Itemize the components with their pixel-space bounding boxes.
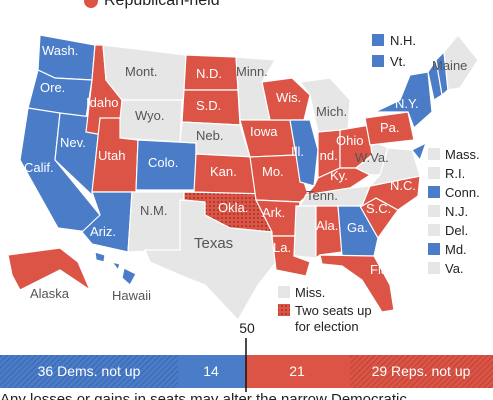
state-label: Ky. — [330, 168, 348, 183]
bar-label: 14 — [203, 363, 219, 379]
state-label: S.C. — [366, 201, 391, 216]
state-label: Wis. — [276, 90, 301, 105]
state-label: Texas — [194, 235, 233, 252]
state-label: Idaho — [86, 95, 119, 110]
key-label: Two seats up — [295, 303, 372, 318]
state-label: N.M. — [140, 203, 167, 218]
state-label: Maine — [432, 58, 467, 73]
key-label: Del. — [445, 223, 468, 238]
state-labels: Wash. Ore. Calif. Nev. Idaho Mont. Wyo. … — [24, 43, 467, 303]
state-label: Tenn. — [306, 188, 338, 203]
state-label: Minn. — [236, 64, 268, 79]
state-label: Colo. — [148, 155, 178, 170]
note: Any losses or gains in seats may alter t… — [0, 391, 407, 400]
seat-bar: 36 Dems. not up 14 21 29 Reps. not up 50 — [0, 320, 493, 392]
bar-label: 29 Reps. not up — [372, 363, 471, 379]
state-label: Alaska — [30, 286, 70, 301]
states — [7, 34, 479, 322]
state-label: Utah — [98, 148, 125, 163]
state-label: Ga. — [347, 220, 368, 235]
state-label: N.C. — [390, 178, 416, 193]
key-label: N.H. — [390, 33, 416, 48]
state-label: Ark. — [262, 205, 285, 220]
state-label: Hawaii — [112, 288, 151, 303]
state-label: Ariz. — [90, 224, 116, 239]
key-label: for election — [295, 319, 359, 334]
bar-segment — [0, 355, 178, 388]
key-label: N.J. — [445, 204, 468, 219]
state-label: N.D. — [196, 66, 222, 81]
state-label: Calif. — [24, 160, 54, 175]
key-label: Va. — [445, 261, 464, 276]
state-label: Neb. — [196, 128, 223, 143]
legend-label: Republican-held — [104, 0, 220, 9]
state-label: Kan. — [210, 164, 237, 179]
state-label: Ohio — [336, 133, 363, 148]
key-label: Miss. — [295, 285, 325, 300]
bar-segment — [245, 355, 350, 388]
state-label: Ill. — [291, 144, 304, 159]
key-label: Mass. — [445, 147, 480, 162]
majority-label: 50 — [239, 320, 255, 336]
state-label: N.Y. — [395, 96, 419, 111]
state-label: Ind. — [316, 148, 338, 163]
bar-segment — [178, 355, 245, 388]
state-label: Mont. — [125, 64, 158, 79]
state-label: W.Va. — [355, 150, 389, 165]
bar-segment — [350, 355, 493, 388]
legend-dot — [84, 0, 98, 8]
state-label: Iowa — [250, 124, 278, 139]
state-label: Wash. — [42, 43, 78, 58]
state-label: La. — [273, 240, 291, 255]
state-label: Nev. — [60, 135, 86, 150]
state-label: Ore. — [40, 80, 65, 95]
bar-label: 36 Dems. not up — [38, 363, 141, 379]
key-label: Md. — [445, 242, 467, 257]
state-label: S.D. — [196, 98, 221, 113]
bar-label: 21 — [289, 363, 305, 379]
state-label: Mo. — [262, 164, 284, 179]
state-label: Mich. — [316, 104, 347, 119]
key-label: Conn. — [445, 185, 480, 200]
state-label: Wyo. — [135, 108, 165, 123]
state-label: Pa. — [380, 120, 400, 135]
small-state-key: N.H. Vt. Mass. R.I. Conn. N.J. Del. Md. … — [278, 33, 480, 334]
state-label: Okla. — [218, 200, 248, 215]
key-label: Vt. — [390, 54, 406, 69]
state-label: Ala. — [316, 218, 338, 233]
key-label: R.I. — [445, 166, 465, 181]
state-label: Fla. — [370, 262, 392, 277]
